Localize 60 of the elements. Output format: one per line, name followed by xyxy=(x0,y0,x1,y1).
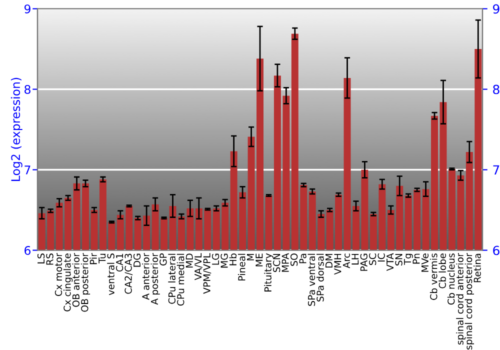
x-tick-label: ventral S xyxy=(107,254,114,296)
x-tick-label: MD xyxy=(186,254,193,268)
x-tick-label: M xyxy=(246,254,254,260)
x-tick-label: LS xyxy=(37,254,45,264)
y2-tick-label: 6 xyxy=(493,246,500,256)
y-tick-label: 8 xyxy=(24,84,30,94)
x-tick-label: OB posterior xyxy=(80,253,90,312)
x-tick-label: Retina xyxy=(474,254,481,282)
x-tick-label: RS xyxy=(46,254,54,265)
x-tick-label: CPu lateral xyxy=(168,254,176,304)
x-tick-label: VMH xyxy=(334,254,342,275)
y-tick-label: 6 xyxy=(24,246,31,255)
x-tick-label: Cb vermis xyxy=(430,253,438,300)
x-tick-label: GP xyxy=(160,253,167,266)
x-tick-label: Pituitary xyxy=(264,253,274,292)
x-tick-label: Hb xyxy=(229,254,237,266)
x-tick-label: VA/VL xyxy=(194,253,202,280)
x-tick-label: Pir xyxy=(90,253,97,264)
x-tick-label: IC xyxy=(378,254,385,262)
x-tick-label: Pineal xyxy=(238,254,246,280)
x-tick-label: OB anterior xyxy=(72,253,80,307)
x-tick-label: Pa xyxy=(299,254,306,264)
x-tick-label: SPa dorsal xyxy=(316,254,324,302)
y2-tick-label: 9 xyxy=(493,4,500,14)
x-tick-label: SPa ventral xyxy=(308,254,316,306)
x-tick-label: MVe xyxy=(422,254,429,272)
x-tick-label: spinal cord anterior xyxy=(456,253,466,345)
y2-tick-label: 7 xyxy=(493,165,500,174)
x-tick-label: CA1 xyxy=(116,254,124,272)
y-tick-label: 9 xyxy=(24,4,30,14)
x-tick-label: PAG xyxy=(360,254,368,271)
x-tick-label: Cx motor xyxy=(54,253,62,296)
x-tick-label: SC xyxy=(369,254,376,265)
x-tick-label: VTA xyxy=(386,253,394,271)
x-tick-label: spinal cord posterior xyxy=(464,253,474,350)
x-tick-label: Cb lobe xyxy=(438,254,446,288)
x-tick-label: SO xyxy=(290,254,298,266)
x-tick-label: Pn xyxy=(412,254,420,264)
x-tick-label: A posterior xyxy=(150,253,160,305)
y-tick-label: 7 xyxy=(24,166,30,174)
y2-tick-label: 8 xyxy=(493,84,500,94)
x-tick-label: Arc xyxy=(342,254,350,268)
x-tick-label: LH xyxy=(352,254,359,264)
x-tick-label: CA2/CA3 xyxy=(124,254,133,294)
x-tick-label: VPM/VPL xyxy=(203,253,212,294)
y-axis-title: Log2 (expression) xyxy=(10,78,22,181)
x-tick-label: DM xyxy=(326,254,332,268)
x-tick-label: Cx cingulate xyxy=(63,254,73,312)
x-tick-label: SCN xyxy=(273,254,280,272)
x-tick-label: Cb nucleus xyxy=(447,253,455,305)
x-tick-label: CPu medial xyxy=(176,254,184,306)
x-tick-label: MPA xyxy=(282,253,289,272)
x-tick-label: A anterior xyxy=(142,253,150,300)
x-tick-label: Tu xyxy=(98,254,106,264)
x-tick-label: MG xyxy=(220,254,228,268)
x-tick-label: LG xyxy=(212,254,220,265)
x-tick-label: ME xyxy=(256,254,263,266)
x-tick-label: Tg xyxy=(404,254,413,265)
x-tick-label: DG xyxy=(133,254,141,267)
x-tick-label: SN xyxy=(395,254,402,266)
